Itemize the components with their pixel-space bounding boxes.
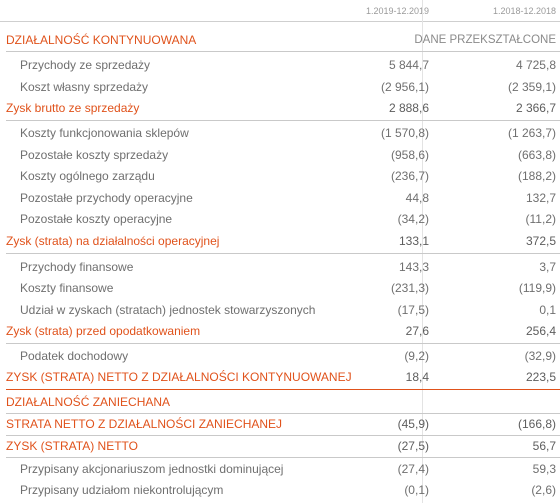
subtotal-row: Zysk brutto ze sprzedaży 2 888,6 2 366,7	[0, 98, 560, 118]
value-2018: (188,2)	[517, 169, 556, 183]
table-row: Pozostałe przychody operacyjne 44,8 132,…	[0, 188, 560, 208]
subtotal-row: Zysk (strata) przed opodatkowaniem 27,6 …	[0, 321, 560, 341]
table-row: Pozostałe koszty sprzedaży (958,6) (663,…	[0, 145, 560, 165]
value-2019: 44,8	[405, 191, 429, 205]
row-label: Pozostałe koszty operacyjne	[20, 212, 173, 226]
row-divider	[6, 343, 560, 344]
value-2019: 18,4	[405, 370, 429, 384]
value-2018: (2 359,1)	[507, 80, 556, 94]
row-label: Koszty funkcjonowania sklepów	[20, 126, 189, 140]
row-label: DZIAŁALNOŚĆ ZANIECHANA	[6, 395, 171, 409]
value-2018: 2 366,7	[515, 101, 556, 115]
value-2019: (2 956,1)	[380, 80, 429, 94]
subtotal-row: STRATA NETTO Z DZIAŁALNOŚCI ZANIECHANEJ …	[0, 414, 560, 434]
row-label: Podatek dochodowy	[20, 349, 129, 363]
value-2018: 59,3	[532, 462, 556, 476]
row-label: Zysk (strata) na działalności operacyjne…	[6, 234, 220, 248]
value-2018: 256,4	[525, 324, 556, 338]
table-row: Przychody ze sprzedaży 5 844,7 4 725,8	[0, 55, 560, 75]
value-2018: 56,7	[532, 439, 556, 453]
value-2019: (231,3)	[390, 281, 429, 295]
value-2018: 372,5	[525, 234, 556, 248]
value-2019: (34,2)	[397, 212, 429, 226]
value-2018: (1 263,7)	[507, 126, 556, 140]
restated-data-note: DANE PRZEKSZTAŁCONE	[414, 34, 556, 46]
table-row: Koszt własny sprzedaży (2 956,1) (2 359,…	[0, 77, 560, 97]
column-header-2018: 1.2018-12.2018	[492, 6, 556, 16]
row-label: Koszty finansowe	[20, 281, 114, 295]
table-row: Przychody finansowe 143,3 3,7	[0, 257, 560, 277]
table-row: Koszty ogólnego zarządu (236,7) (188,2)	[0, 166, 560, 186]
row-label: ZYSK (STRATA) NETTO Z DZIAŁALNOŚCI KONTY…	[6, 370, 352, 384]
row-label: Udział w zyskach (stratach) jednostek st…	[20, 303, 316, 317]
value-2018: (32,9)	[524, 349, 556, 363]
subtotal-row: ZYSK (STRATA) NETTO Z DZIAŁALNOŚCI KONTY…	[0, 367, 560, 387]
row-label: Zysk brutto ze sprzedaży	[6, 101, 140, 115]
row-label: ZYSK (STRATA) NETTO	[6, 439, 139, 453]
value-2019: 133,1	[398, 234, 429, 248]
row-label: Przypisany akcjonariuszom jednostki domi…	[20, 462, 284, 476]
value-2019: (0,1)	[404, 483, 429, 497]
row-divider	[6, 120, 560, 121]
row-divider	[6, 253, 560, 254]
table-row: Podatek dochodowy (9,2) (32,9)	[0, 346, 560, 366]
value-2019: (27,5)	[397, 439, 429, 453]
value-2018: (11,2)	[525, 212, 556, 226]
section-divider	[6, 389, 560, 390]
value-2018: (663,8)	[517, 148, 556, 162]
value-2019: 27,6	[405, 324, 429, 338]
section-heading-discontinued: DZIAŁALNOŚĆ ZANIECHANA	[0, 392, 560, 412]
value-2018: (2,6)	[531, 483, 556, 497]
table-row: Przypisany akcjonariuszom jednostki domi…	[0, 459, 560, 479]
value-2018: 223,5	[525, 370, 556, 384]
value-2019: (9,2)	[404, 349, 429, 363]
row-label: Koszty ogólnego zarządu	[20, 169, 155, 183]
table-row: Przypisany udziałom niekontrolującym (0,…	[0, 480, 560, 500]
row-divider	[6, 51, 560, 52]
column-header-2019: 1.2019-12.2019	[365, 6, 429, 16]
row-label: STRATA NETTO Z DZIAŁALNOŚCI ZANIECHANEJ	[6, 417, 283, 431]
row-label: Przychody ze sprzedaży	[20, 58, 151, 72]
value-2019: (1 570,8)	[380, 126, 429, 140]
value-2018: 3,7	[539, 260, 556, 274]
row-label: Pozostałe koszty sprzedaży	[20, 148, 169, 162]
row-divider	[6, 457, 560, 458]
section-heading-continuing: DZIAŁALNOŚĆ KONTYNUOWANA DANE PRZEKSZTAŁ…	[0, 30, 560, 50]
value-2019: (17,5)	[397, 303, 429, 317]
value-2019: (45,9)	[397, 417, 429, 431]
header-divider	[0, 21, 560, 22]
value-2018: (119,9)	[518, 281, 556, 295]
row-divider	[6, 435, 560, 436]
row-label: Pozostałe przychody operacyjne	[20, 191, 193, 205]
row-divider	[6, 413, 560, 414]
row-label: Koszt własny sprzedaży	[20, 80, 149, 94]
value-2019: 143,3	[398, 260, 429, 274]
value-2018: 132,7	[525, 191, 556, 205]
value-2019: (236,7)	[390, 169, 429, 183]
row-label: Przychody finansowe	[20, 260, 134, 274]
table-row: Koszty funkcjonowania sklepów (1 570,8) …	[0, 123, 560, 143]
row-label: Zysk (strata) przed opodatkowaniem	[6, 324, 201, 338]
table-row: Koszty finansowe (231,3) (119,9)	[0, 278, 560, 298]
value-2019: (958,6)	[390, 148, 429, 162]
table-row: Pozostałe koszty operacyjne (34,2) (11,2…	[0, 209, 560, 229]
row-label: Przypisany udziałom niekontrolującym	[20, 483, 224, 497]
value-2018: 4 725,8	[515, 58, 556, 72]
column-separator	[422, 0, 423, 503]
row-label: DZIAŁALNOŚĆ KONTYNUOWANA	[6, 33, 197, 47]
subtotal-row: Zysk (strata) na działalności operacyjne…	[0, 231, 560, 251]
value-2019: 5 844,7	[388, 58, 429, 72]
value-2018: 0,1	[539, 303, 556, 317]
value-2019: 2 888,6	[388, 101, 429, 115]
table-row: Udział w zyskach (stratach) jednostek st…	[0, 300, 560, 320]
total-row: ZYSK (STRATA) NETTO (27,5) 56,7	[0, 436, 560, 456]
value-2019: (27,4)	[397, 462, 429, 476]
value-2018: (166,8)	[517, 417, 556, 431]
